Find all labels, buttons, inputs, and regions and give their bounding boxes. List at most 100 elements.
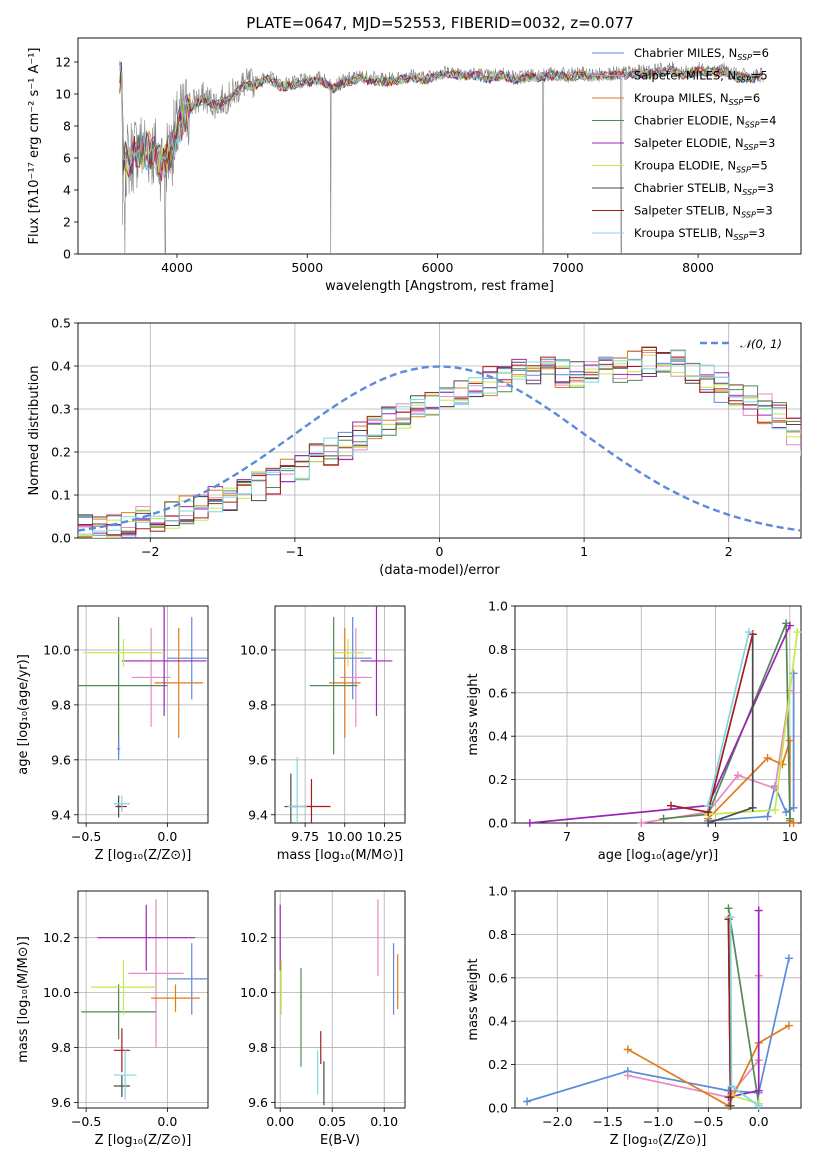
- mass-weight-marker: [748, 803, 757, 812]
- gaussian-reference-curve: [78, 365, 801, 532]
- legend-label-sub: SSP: [729, 98, 744, 107]
- y-tick-label: 0.4: [488, 729, 508, 744]
- y-tick-label: 10.0: [43, 642, 71, 657]
- legend-label-main: Salpeter STELIB, N: [634, 204, 741, 218]
- y-tick-label: 0.8: [488, 927, 508, 942]
- x-tick-label: 0.0: [157, 829, 177, 844]
- legend-entry: Salpeter MILES, NSSP=5: [634, 69, 768, 85]
- y-axis-label: mass weight: [466, 673, 481, 755]
- y-tick-label: 0.2: [488, 772, 508, 787]
- mass-weight-marker: [771, 805, 779, 814]
- x-tick-label: 4000: [161, 260, 193, 275]
- mass-weight-marker: [789, 669, 798, 678]
- mass-weight-marker: [733, 771, 742, 780]
- mass-weight-marker: [525, 819, 534, 827]
- y-tick-label: 0.3: [51, 402, 71, 417]
- mass-weight-line: [707, 631, 750, 806]
- y-tick-label: 0.0: [51, 531, 71, 546]
- legend-label-tail: =5: [751, 159, 768, 173]
- x-tick-label: 2: [725, 544, 733, 559]
- mass-weight-line: [727, 908, 760, 1104]
- panel-mass_weight_vs_age: 7 8 9 10 0.0 0.2 0.4 0.6 0.8 1.0 age [log₁₀(age/yr…: [466, 599, 802, 863]
- legend-label-tail: =3: [758, 136, 775, 150]
- mass-weight-marker: [784, 954, 793, 963]
- x-tick-label: −0.5: [693, 1114, 723, 1129]
- legend-label-tail: =3: [757, 181, 774, 195]
- residual-histogram-step: [78, 350, 801, 535]
- y-tick-label: 12: [55, 55, 71, 70]
- legend-label-tail: =3: [756, 204, 773, 218]
- mass-weight-marker: [785, 621, 794, 630]
- y-axis-label: Flux [fλ10⁻¹⁷ erg cm⁻² s⁻¹ A⁻¹]: [27, 48, 42, 245]
- legend-label-sub: SSP: [742, 188, 757, 197]
- x-axis-label: wavelength [Angstrom, rest frame]: [325, 279, 554, 294]
- x-tick-label: 5000: [291, 260, 323, 275]
- y-tick-label: 9.6: [248, 752, 268, 767]
- legend-label-tail: =6: [752, 46, 769, 60]
- y-tick-label: 0.0: [488, 816, 508, 831]
- mass-weight-line: [627, 975, 760, 1099]
- mass-weight-marker: [724, 904, 733, 913]
- residual-histogram-step: [78, 346, 801, 537]
- x-axis-label: E(B-V): [320, 1133, 360, 1148]
- x-axis-label: (data-model)/error: [379, 563, 500, 578]
- y-tick-label: 0.2: [488, 1057, 508, 1072]
- legend-entry: Chabrier MILES, NSSP=6: [634, 46, 769, 62]
- x-tick-label: 0: [436, 544, 444, 559]
- x-axis-label: Z [log₁₀(Z/Z⊙)]: [95, 848, 192, 863]
- legend-label-sub: SSP: [736, 76, 751, 85]
- mass-weight-marker: [785, 736, 794, 745]
- legend-entry: Kroupa MILES, NSSP=6: [634, 91, 760, 107]
- axes-frame: [514, 890, 802, 1109]
- y-tick-label: 9.4: [51, 807, 71, 822]
- x-tick-label: 8: [637, 829, 645, 844]
- y-tick-label: 2: [63, 215, 71, 230]
- y-tick-label: 8: [63, 119, 71, 134]
- mass-weight-line: [727, 919, 732, 1098]
- mass-weight-marker: [726, 1101, 735, 1110]
- y-tick-label: 0.4: [51, 359, 71, 374]
- y-tick-label: 0.8: [488, 642, 508, 657]
- mass-weight-marker: [785, 814, 794, 823]
- x-tick-label: 10.25: [366, 829, 402, 844]
- legend-label-main: Salpeter MILES, N: [634, 69, 736, 83]
- x-tick-label: 0.0: [749, 1114, 769, 1129]
- x-axis-label: Z [log₁₀(Z/Z⊙)]: [610, 1133, 707, 1148]
- panel-age_vs_Z: −0.5 0.0 9.4 9.6 9.8 10.0 Z [log₁₀(Z/Z⊙)] age […: [16, 605, 209, 863]
- x-tick-label: 0.05: [318, 1114, 346, 1129]
- legend-label-sub: SSP: [745, 121, 760, 130]
- y-tick-label: 0.0: [488, 1101, 508, 1116]
- panel-spectrum: 4000 5000 6000 7000 8000 0 2 4 6 8 10 12 wavelength …: [27, 37, 802, 294]
- y-tick-label: 0.2: [51, 445, 71, 460]
- y-tick-label: 10.0: [240, 985, 268, 1000]
- y-tick-label: 9.8: [248, 697, 268, 712]
- legend-label-tail: =5: [751, 69, 768, 83]
- legend-entry: 𝒩(0, 1): [740, 337, 782, 351]
- y-tick-label: 4: [63, 183, 71, 198]
- y-tick-label: 0: [63, 247, 71, 262]
- x-tick-label: −2.0: [542, 1114, 572, 1129]
- mass-weight-marker: [667, 801, 675, 810]
- residual-histogram-step: [78, 347, 801, 536]
- legend-label-tail: =3: [748, 226, 765, 240]
- legend-label-main: Kroupa MILES, N: [634, 91, 729, 105]
- mass-weight-marker: [623, 1071, 632, 1080]
- x-tick-label: 0.10: [370, 1114, 398, 1129]
- mass-weight-line: [529, 625, 791, 823]
- x-tick-label: 7000: [552, 260, 584, 275]
- y-tick-label: 9.8: [51, 1040, 71, 1055]
- legend-label-tail: =6: [743, 91, 760, 105]
- legend-entry: Kroupa ELODIE, NSSP=5: [634, 159, 768, 175]
- legend-label-sub: SSP: [741, 211, 756, 220]
- mass-weight-marker: [745, 628, 753, 637]
- y-tick-label: 9.6: [51, 1095, 71, 1110]
- y-tick-label: 9.8: [248, 1040, 268, 1055]
- legend-label-main: Salpeter ELODIE, N: [634, 136, 744, 150]
- mass-weight-marker: [754, 906, 763, 915]
- residual-histogram-step: [78, 352, 801, 532]
- mass-weight-marker: [784, 1021, 793, 1030]
- mass-weight-marker: [637, 819, 646, 827]
- legend-label-main: Chabrier MILES, N: [634, 46, 737, 60]
- mass-weight-marker: [623, 1045, 632, 1054]
- x-tick-label: 7: [563, 829, 571, 844]
